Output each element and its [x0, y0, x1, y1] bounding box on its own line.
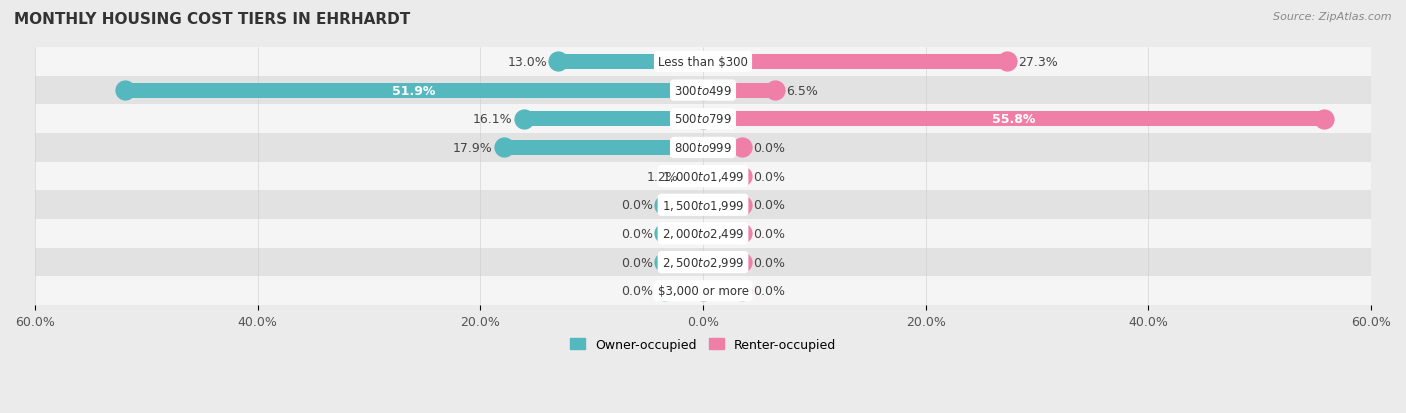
Bar: [664, 255, 703, 270]
Text: MONTHLY HOUSING COST TIERS IN EHRHARDT: MONTHLY HOUSING COST TIERS IN EHRHARDT: [14, 12, 411, 27]
Bar: [558, 55, 703, 70]
Bar: [35, 162, 1371, 191]
Text: 1.2%: 1.2%: [647, 170, 679, 183]
Text: $3,000 or more: $3,000 or more: [658, 285, 748, 298]
Bar: [35, 48, 1371, 76]
Text: 0.0%: 0.0%: [621, 256, 652, 269]
Bar: [703, 55, 1007, 70]
Text: 16.1%: 16.1%: [472, 113, 513, 126]
Text: 17.9%: 17.9%: [453, 142, 492, 154]
Bar: [703, 141, 742, 156]
Bar: [689, 169, 703, 184]
Text: 27.3%: 27.3%: [1018, 56, 1057, 69]
Text: 0.0%: 0.0%: [621, 199, 652, 212]
Bar: [664, 226, 703, 241]
Bar: [35, 134, 1371, 162]
Bar: [35, 76, 1371, 105]
Bar: [664, 198, 703, 213]
Bar: [703, 255, 742, 270]
Bar: [524, 112, 703, 127]
Text: $300 to $499: $300 to $499: [673, 84, 733, 97]
Bar: [703, 83, 775, 98]
Text: 6.5%: 6.5%: [786, 84, 818, 97]
Text: $2,000 to $2,499: $2,000 to $2,499: [662, 227, 744, 241]
Text: $500 to $799: $500 to $799: [673, 113, 733, 126]
Bar: [703, 284, 742, 299]
Text: 0.0%: 0.0%: [621, 228, 652, 240]
Bar: [703, 169, 742, 184]
Bar: [503, 141, 703, 156]
Text: $2,500 to $2,999: $2,500 to $2,999: [662, 256, 744, 270]
Text: Source: ZipAtlas.com: Source: ZipAtlas.com: [1274, 12, 1392, 22]
Text: 51.9%: 51.9%: [392, 84, 436, 97]
Text: $1,500 to $1,999: $1,500 to $1,999: [662, 198, 744, 212]
Text: 0.0%: 0.0%: [754, 256, 785, 269]
Text: 13.0%: 13.0%: [508, 56, 547, 69]
Text: 0.0%: 0.0%: [754, 285, 785, 298]
Text: Less than $300: Less than $300: [658, 56, 748, 69]
Text: 0.0%: 0.0%: [754, 228, 785, 240]
Bar: [664, 284, 703, 299]
Text: 0.0%: 0.0%: [754, 199, 785, 212]
Bar: [703, 226, 742, 241]
Bar: [35, 191, 1371, 220]
Bar: [35, 105, 1371, 134]
Bar: [35, 248, 1371, 277]
Text: 55.8%: 55.8%: [993, 113, 1035, 126]
Bar: [35, 220, 1371, 248]
Bar: [35, 277, 1371, 305]
Text: 0.0%: 0.0%: [754, 142, 785, 154]
Bar: [703, 198, 742, 213]
Legend: Owner-occupied, Renter-occupied: Owner-occupied, Renter-occupied: [565, 333, 841, 356]
Text: 0.0%: 0.0%: [754, 170, 785, 183]
Text: 0.0%: 0.0%: [621, 285, 652, 298]
Text: $1,000 to $1,499: $1,000 to $1,499: [662, 170, 744, 184]
Bar: [125, 83, 703, 98]
Text: $800 to $999: $800 to $999: [673, 142, 733, 154]
Bar: [703, 112, 1324, 127]
